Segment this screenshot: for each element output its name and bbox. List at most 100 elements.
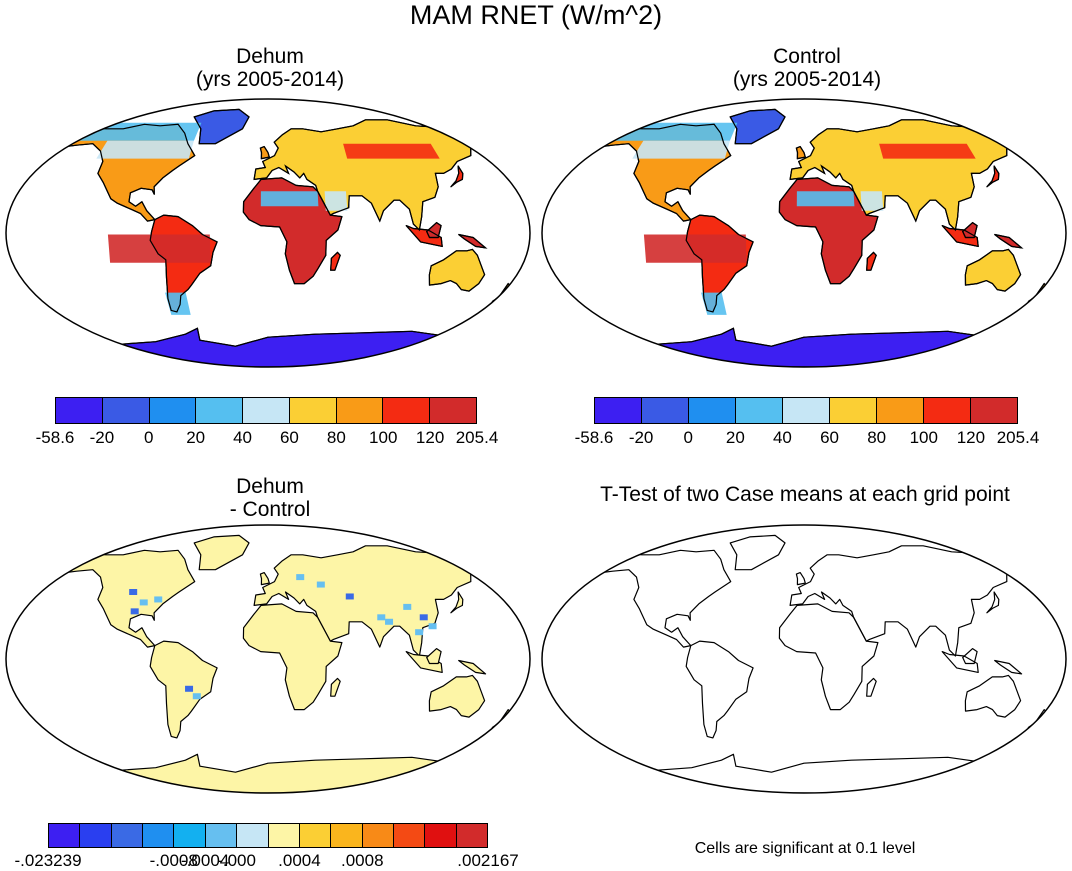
panel-title-line2: (yrs 2005-2014) bbox=[732, 68, 882, 91]
colorbar-swatch bbox=[237, 824, 269, 847]
colorbar-swatch bbox=[268, 824, 300, 847]
colorbar-swatch bbox=[736, 398, 783, 423]
colorbar-swatch bbox=[924, 398, 971, 423]
landmass-eurasia bbox=[789, 545, 1019, 657]
significance-note: Cells are significant at 0.1 level bbox=[694, 840, 916, 857]
landmass-newguinea bbox=[458, 233, 487, 249]
difference-cell bbox=[385, 618, 394, 625]
colorbar-tick-label: 205.4 bbox=[996, 428, 1040, 447]
colorbar-swatch bbox=[49, 824, 81, 847]
colorbar-tick-label: 0 bbox=[144, 428, 154, 447]
colorbar-tick-label: 20 bbox=[186, 428, 206, 447]
climate-band bbox=[879, 143, 976, 159]
difference-cell bbox=[316, 581, 325, 588]
difference-cell bbox=[139, 599, 148, 606]
colorbar-tick-label: 100 bbox=[369, 428, 398, 447]
colorbar-tick-label: -.0008 bbox=[149, 851, 198, 870]
coastline-madagascar bbox=[866, 251, 877, 271]
landmass-borneo bbox=[962, 648, 978, 665]
colorbar-tick-label: -58.6 bbox=[35, 428, 75, 447]
coastline-northamerica bbox=[598, 123, 732, 222]
coastline-japan bbox=[450, 165, 464, 188]
climate-band bbox=[796, 191, 855, 207]
climate-band bbox=[643, 234, 747, 263]
climate-band bbox=[343, 143, 440, 159]
colorbar-swatch bbox=[430, 398, 477, 423]
difference-cell bbox=[296, 574, 305, 581]
map-ttest bbox=[541, 524, 1067, 794]
colorbar-swatch bbox=[971, 398, 1017, 423]
coastline-australia bbox=[964, 248, 1022, 292]
landmass-madagascar bbox=[866, 677, 877, 697]
colorbar-swatch bbox=[425, 824, 457, 847]
colorbar-tick-label: 20 bbox=[725, 428, 745, 447]
colorbar-tick-label: .002167 bbox=[457, 851, 519, 870]
colorbar-swatch bbox=[174, 824, 206, 847]
colorbar-tick-label: 40 bbox=[772, 428, 792, 447]
landmass-africa bbox=[242, 603, 343, 711]
landmass-greenland bbox=[729, 534, 786, 571]
coastline-uk bbox=[795, 145, 807, 160]
difference-cell bbox=[419, 614, 428, 621]
landmass-antarctica bbox=[63, 753, 469, 793]
coastline-eurasia bbox=[253, 119, 483, 232]
colorbar-tick-label: 120 bbox=[956, 428, 986, 447]
landmass-southamerica bbox=[149, 640, 218, 739]
colorbar-swatch bbox=[331, 824, 363, 847]
panel-title-line1: T-Test of two Case means at each grid po… bbox=[600, 483, 1010, 506]
coastline-greenland bbox=[193, 108, 250, 145]
landmass-uk bbox=[795, 572, 806, 586]
colorbar-tick-label: .0004 bbox=[278, 851, 321, 870]
colorbar-swatch bbox=[877, 398, 924, 423]
difference-cell bbox=[185, 685, 194, 692]
difference-cell bbox=[415, 629, 424, 636]
climate-band bbox=[324, 191, 348, 211]
colorbar-tick-label: -.0004 bbox=[181, 851, 230, 870]
colorbar-swatch bbox=[595, 398, 642, 423]
landmass-northamerica bbox=[62, 549, 196, 648]
landmass-antarctica bbox=[63, 327, 469, 367]
coastline-indonesia bbox=[941, 225, 979, 248]
panel-title-line1: Control bbox=[773, 45, 841, 68]
coastline-japan bbox=[986, 165, 1000, 188]
map-border bbox=[5, 98, 531, 368]
coastline-madagascar bbox=[330, 251, 341, 271]
landmass-antarctica bbox=[599, 753, 1005, 793]
climate-band bbox=[260, 191, 319, 207]
colorbar-swatch bbox=[383, 398, 431, 423]
colorbar-swatch bbox=[243, 398, 290, 423]
coastline-southamerica bbox=[685, 214, 754, 313]
colorbar-swatch bbox=[205, 824, 238, 847]
landmass-uk bbox=[259, 572, 270, 586]
colorbar-tick-label: .0008 bbox=[341, 851, 384, 870]
landmass-newguinea bbox=[994, 659, 1023, 675]
panel-title-difference: Dehum - Control bbox=[135, 475, 405, 521]
map-control bbox=[541, 98, 1067, 368]
climate-band bbox=[632, 140, 730, 159]
map-difference bbox=[5, 524, 531, 794]
map-border bbox=[5, 524, 531, 794]
colorbar-tick-label: 100 bbox=[909, 428, 938, 447]
colorbar-swatch bbox=[149, 398, 197, 423]
colorbar-swatch bbox=[642, 398, 689, 423]
landmass-madagascar bbox=[330, 677, 341, 697]
colorbar-tick-label: -20 bbox=[628, 428, 654, 447]
colorbar-labels-difference: -.023239 -.0008 -.0004 -.000 .0004 .0008 .0021… bbox=[14, 851, 518, 871]
colorbar-tick-label: -.023239 bbox=[14, 851, 82, 870]
figure-title: MAM RNET (W/m^2) bbox=[409, 0, 663, 30]
landmass-northamerica bbox=[598, 549, 732, 648]
coastline-australia bbox=[428, 248, 486, 292]
landmass-antarctica bbox=[599, 327, 1005, 367]
difference-cell bbox=[129, 589, 138, 595]
coastline-eurasia bbox=[789, 119, 1019, 232]
colorbar-swatch bbox=[830, 398, 877, 423]
colorbar-swatch bbox=[56, 398, 103, 423]
colorbar-swatch bbox=[111, 824, 144, 847]
panel-title-ttest: T-Test of two Case means at each grid po… bbox=[540, 483, 1070, 506]
coastline-newguinea bbox=[994, 233, 1024, 249]
coastline-greenland bbox=[729, 108, 786, 145]
climate-band bbox=[860, 191, 884, 211]
difference-cell bbox=[403, 603, 412, 610]
colorbar-tick-label: 40 bbox=[233, 428, 253, 447]
colorbar-tick-label: 0 bbox=[683, 428, 693, 447]
